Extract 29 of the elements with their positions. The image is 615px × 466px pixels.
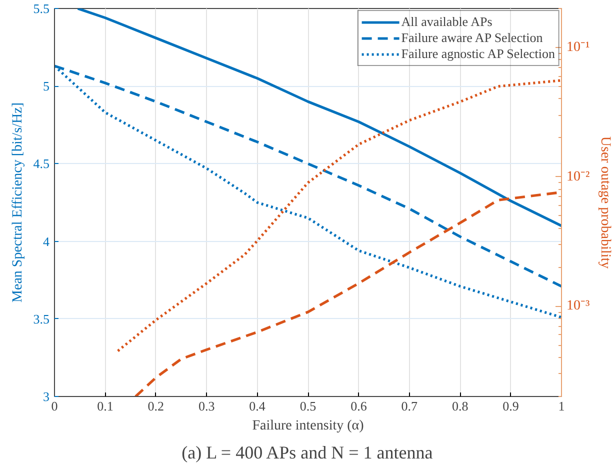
- line-series: [76, 8, 562, 228]
- y2-axis-title: User outage probability: [598, 136, 613, 269]
- x-tick-label: 0: [51, 398, 58, 414]
- y2-tick-label: 10⁻¹: [566, 40, 590, 55]
- y-tick-label: 3: [43, 389, 50, 404]
- text: (a) L = 400 APs and N = 1 antenna: [182, 442, 433, 462]
- x-tick-label: 0.1: [97, 398, 114, 414]
- y-tick-label: 4: [43, 234, 50, 249]
- x-tick-label: 0.9: [502, 398, 519, 414]
- x-tick-label: 0.7: [401, 398, 418, 414]
- y2-tick-label: 10⁻³: [566, 298, 590, 314]
- x-tick-label: 0.6: [350, 398, 368, 414]
- y-tick-label: 5.5: [33, 1, 50, 16]
- y-tick-label: 3.5: [33, 311, 50, 326]
- y-tick-label: 4.5: [33, 156, 50, 172]
- x-tick-label: 0.3: [198, 398, 215, 414]
- x-tick-label: 0.4: [249, 398, 266, 414]
- legend-label: All available APs: [401, 14, 492, 30]
- x-tick-label: 0.5: [300, 398, 316, 414]
- x-tick-label: 0.8: [452, 398, 468, 414]
- legend-label: Failure aware AP Selection: [401, 30, 543, 46]
- x-axis-title: Failure intensity (α): [252, 418, 364, 434]
- legend-label: Failure agnostic AP Selection: [401, 46, 555, 62]
- y-tick-label: 5: [43, 78, 50, 94]
- x-tick-label: 1: [558, 398, 565, 414]
- y-axis-title: Mean Spectral Efficiency [bit/s/Hz]: [10, 102, 26, 302]
- x-tick-label: 0.2: [148, 398, 164, 414]
- line-series: [116, 79, 562, 352]
- y2-tick-label: 10⁻²: [566, 169, 590, 184]
